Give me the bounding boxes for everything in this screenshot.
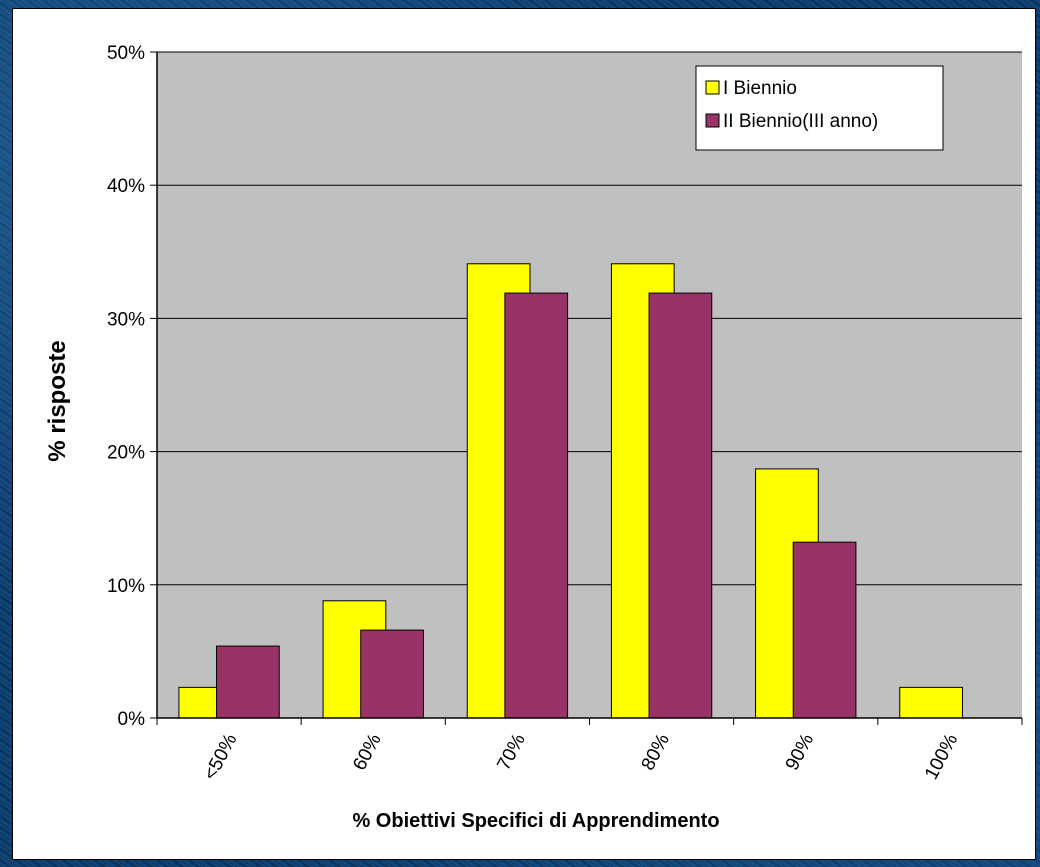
y-tick-label: 20% bbox=[107, 443, 145, 464]
chart-panel: 0% 10% 20% 30% 40% 50% <50% 60% 70% 80% 90% 100% I … bbox=[12, 8, 1036, 860]
plot-area bbox=[157, 52, 1022, 718]
legend-swatch bbox=[705, 80, 720, 95]
legend-swatch bbox=[705, 113, 720, 128]
bar-series-1 bbox=[899, 686, 963, 719]
y-tick-label: 0% bbox=[118, 709, 146, 730]
bar-series-2 bbox=[504, 292, 569, 719]
bar-series-2 bbox=[360, 629, 424, 719]
x-tick-label: 100% bbox=[921, 730, 962, 783]
x-tick-label: <50% bbox=[200, 730, 242, 783]
legend-label: II Biennio(III anno) bbox=[723, 111, 878, 132]
x-tick-label: 80% bbox=[638, 730, 674, 774]
x-axis-label: % Obiettivi Specifici di Apprendimento bbox=[352, 810, 719, 832]
y-tick-label: 40% bbox=[107, 176, 145, 197]
bar-chart: 0% 10% 20% 30% 40% 50% <50% 60% 70% 80% 90% 100% I … bbox=[44, 43, 1023, 832]
bar-series-2 bbox=[792, 541, 857, 719]
y-axis-label: % risposte bbox=[44, 340, 71, 461]
bar-series-2 bbox=[648, 292, 713, 719]
y-tick-label: 10% bbox=[107, 576, 145, 597]
x-tick-label: 60% bbox=[349, 730, 385, 774]
y-tick-label: 30% bbox=[107, 309, 145, 330]
y-tick-label: 50% bbox=[107, 43, 145, 64]
x-tick-label: 70% bbox=[493, 730, 529, 774]
legend-label: I Biennio bbox=[723, 78, 797, 99]
bar-series-2 bbox=[216, 645, 280, 719]
legend bbox=[695, 65, 944, 151]
x-tick-label: 90% bbox=[782, 730, 818, 774]
